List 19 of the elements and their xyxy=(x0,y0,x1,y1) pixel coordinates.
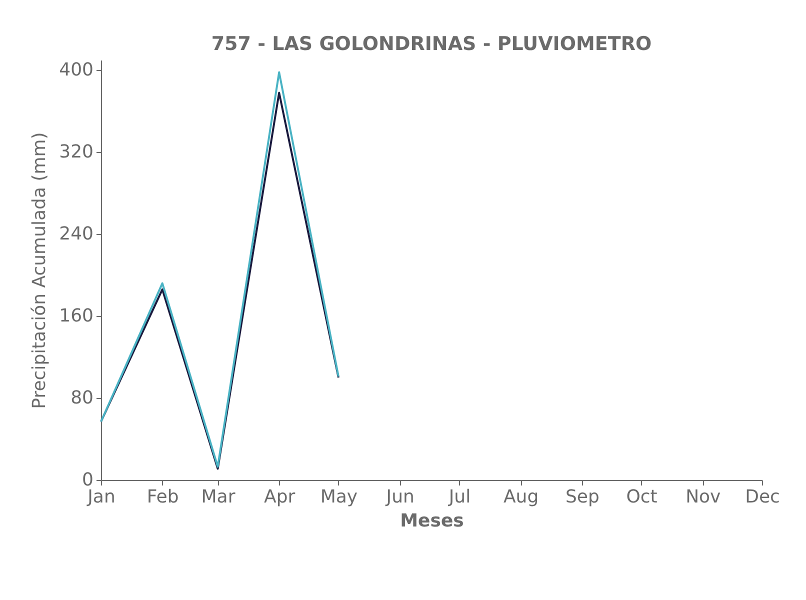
y-axis-title: Precipitación Acumulada (mm) xyxy=(29,132,50,409)
x-tick-label: Aug xyxy=(503,486,539,508)
x-tick-label: Feb xyxy=(146,486,179,508)
x-tick-label: Mar xyxy=(201,486,236,508)
x-tick-label: Apr xyxy=(264,486,296,508)
x-tick-label: Jul xyxy=(448,486,471,508)
y-tick-label: 400 xyxy=(59,60,94,81)
y-tick-label: 160 xyxy=(59,306,94,327)
x-tick-label: Oct xyxy=(626,486,658,508)
y-tick-label: 320 xyxy=(59,142,94,163)
x-axis-title: Meses xyxy=(400,510,464,532)
x-tick-label: May xyxy=(320,486,358,508)
x-tick-label: Dec xyxy=(745,486,780,508)
x-tick-label: Nov xyxy=(686,486,722,508)
x-tick-label: Jun xyxy=(385,486,414,508)
y-tick-label: 240 xyxy=(59,224,94,245)
y-tick-label: 80 xyxy=(70,388,94,409)
x-tick-label: Sep xyxy=(565,486,600,508)
chart-title: 757 - LAS GOLONDRINAS - PLUVIOMETRO xyxy=(211,33,652,55)
